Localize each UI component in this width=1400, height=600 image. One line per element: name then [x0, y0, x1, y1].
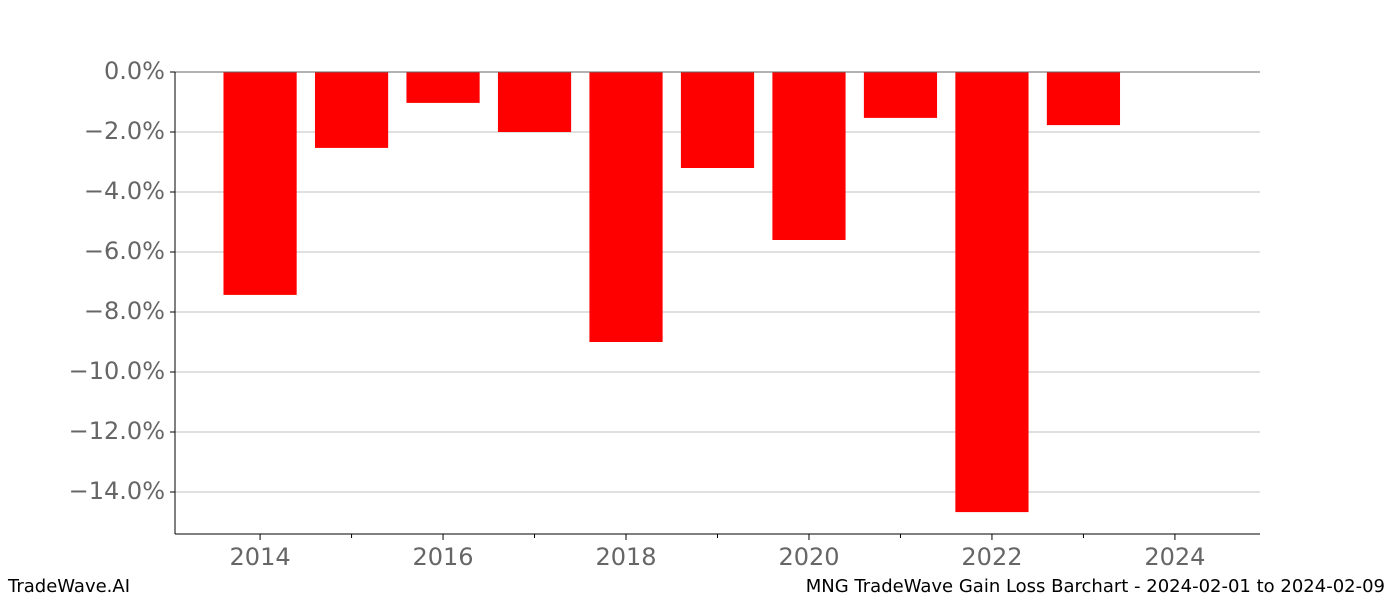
bar: [406, 72, 480, 103]
y-tick-label: −10.0%: [69, 357, 165, 385]
y-tick-label: −14.0%: [69, 477, 165, 505]
chart-title: MNG TradeWave Gain Loss Barchart - 2024-…: [806, 576, 1385, 597]
y-tick-label: 0.0%: [104, 57, 165, 85]
x-tick-label: 2016: [413, 543, 474, 571]
bar: [680, 72, 755, 168]
x-tick-label: 2020: [778, 543, 839, 571]
bar: [955, 72, 1029, 513]
bar: [314, 72, 389, 148]
x-tick-label: 2014: [230, 543, 291, 571]
y-tick-label: −2.0%: [84, 117, 165, 145]
y-tick-label: −4.0%: [84, 177, 165, 205]
bar: [589, 72, 663, 342]
x-tick-label: 2018: [595, 543, 656, 571]
y-tick-label: −8.0%: [84, 297, 165, 325]
y-tick-label: −12.0%: [69, 417, 165, 445]
bar: [223, 72, 297, 295]
bar: [497, 72, 572, 132]
x-tick-label: 2024: [1144, 543, 1205, 571]
x-tick-label: 2022: [961, 543, 1022, 571]
bar: [863, 72, 938, 118]
y-tick-label: −6.0%: [84, 237, 165, 265]
bar: [1046, 72, 1121, 126]
bar: [772, 72, 846, 240]
watermark: TradeWave.AI: [7, 576, 130, 597]
